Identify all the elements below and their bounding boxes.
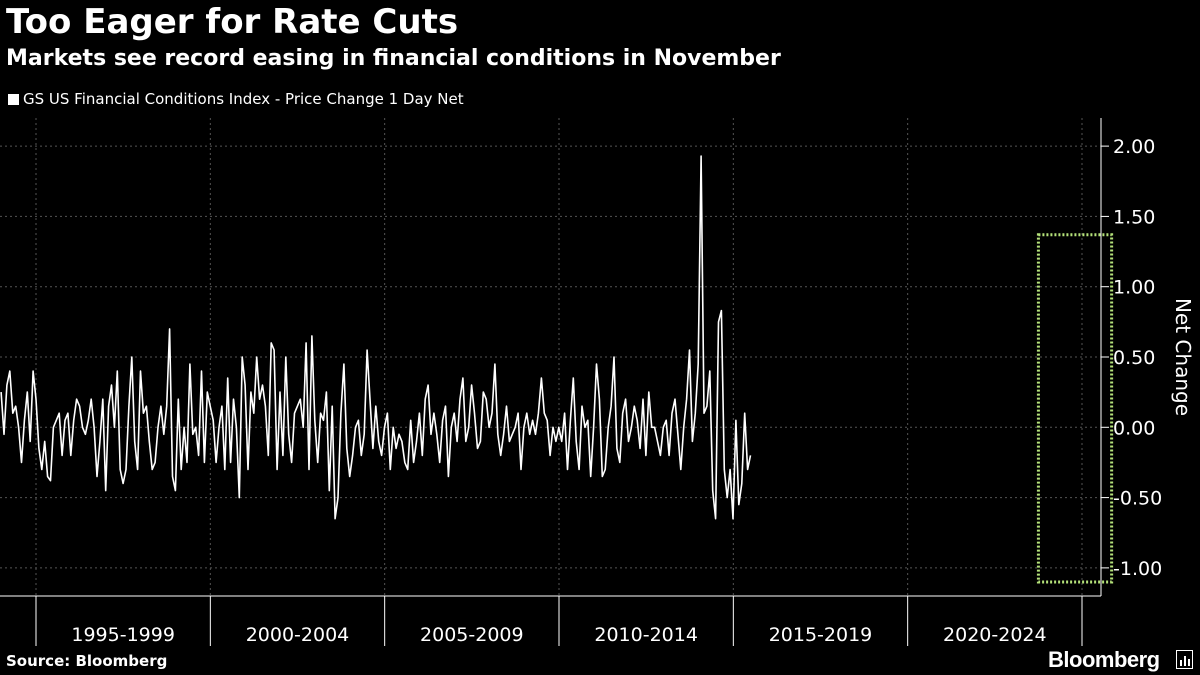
highlight-layer bbox=[1036, 233, 1114, 584]
y-tick-label: 0.00 bbox=[1113, 417, 1155, 439]
x-tick-label: 2000-2004 bbox=[246, 624, 350, 646]
y-axis-label: Net Change bbox=[1171, 298, 1195, 416]
legend-label: GS US Financial Conditions Index - Price… bbox=[23, 90, 464, 108]
series-line bbox=[0, 155, 752, 520]
legend-swatch bbox=[8, 94, 19, 105]
x-tick-label: 2010-2014 bbox=[594, 624, 698, 646]
y-tick-label: 1.50 bbox=[1113, 206, 1155, 228]
x-tick-label: 2005-2009 bbox=[420, 624, 524, 646]
x-tick-label: 1995-1999 bbox=[71, 624, 175, 646]
y-tick-label: -0.50 bbox=[1113, 488, 1162, 510]
brand-logo: Bloomberg bbox=[1048, 647, 1160, 672]
chart-subtitle: Markets see record easing in financial c… bbox=[6, 46, 781, 71]
grid-layer bbox=[0, 145, 1101, 569]
legend: GS US Financial Conditions Index - Price… bbox=[8, 90, 464, 108]
series-layer bbox=[0, 155, 752, 520]
axis-layer: -1.00 -0.50 0.00 0.50 1.00 1.50 2.00 1995-1999 2… bbox=[0, 118, 1162, 646]
y-tick-label: 1.00 bbox=[1113, 277, 1155, 299]
y-tick-label: 2.00 bbox=[1113, 136, 1155, 158]
source-note: Source: Bloomberg bbox=[6, 652, 168, 670]
y-tick-label: 0.50 bbox=[1113, 347, 1155, 369]
brand-chart-icon bbox=[1176, 650, 1193, 669]
y-tick-label: -1.00 bbox=[1113, 558, 1162, 580]
x-tick-label: 2020-2024 bbox=[943, 624, 1047, 646]
x-tick-label: 2015-2019 bbox=[769, 624, 873, 646]
highlight-box bbox=[1036, 233, 1114, 584]
chart-title: Too Eager for Rate Cuts bbox=[6, 2, 459, 42]
